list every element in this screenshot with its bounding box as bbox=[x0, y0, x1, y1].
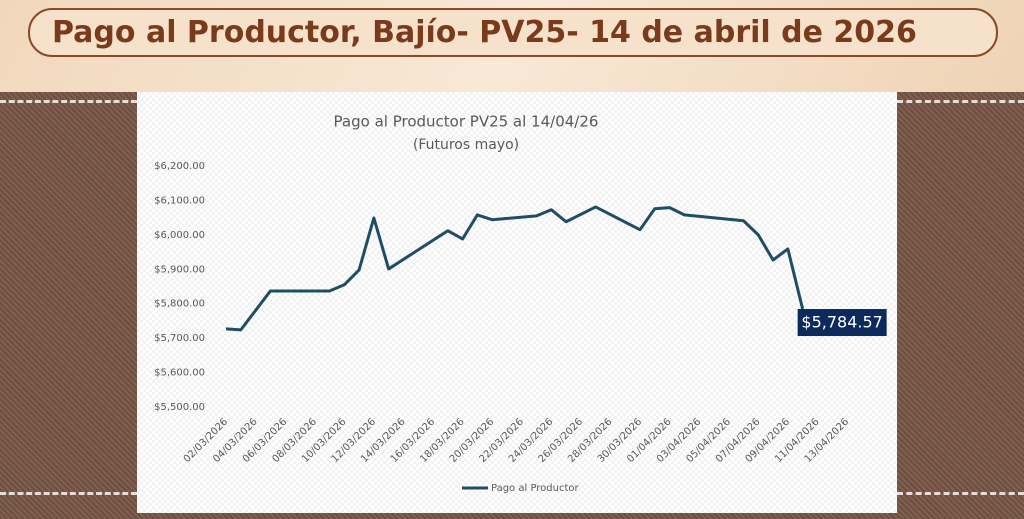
y-tick-label: $5,500.00 bbox=[154, 402, 205, 413]
stitch bbox=[897, 100, 1024, 103]
y-tick-label: $5,700.00 bbox=[154, 333, 205, 344]
y-tick-label: $6,000.00 bbox=[154, 230, 205, 241]
data-line bbox=[225, 205, 805, 332]
y-tick-label: $6,200.00 bbox=[154, 161, 205, 172]
data-label-box bbox=[797, 309, 887, 337]
stitch bbox=[0, 100, 137, 103]
chart-subtitle: (Futuros mayo) bbox=[413, 137, 519, 153]
banner: Pago al Productor, Bajío- PV25- 14 de ab… bbox=[0, 0, 1024, 92]
y-tick-label: $5,800.00 bbox=[154, 299, 205, 310]
data-label: $5,784.57 bbox=[801, 313, 882, 332]
stitch bbox=[897, 492, 1024, 495]
title-pill: Pago al Productor, Bajío- PV25- 14 de ab… bbox=[28, 8, 998, 57]
chart-title: Pago al Productor PV25 al 14/04/26 bbox=[334, 113, 599, 131]
y-tick-label: $5,900.00 bbox=[154, 264, 205, 275]
y-tick-label: $5,600.00 bbox=[154, 368, 205, 379]
page-title: Pago al Productor, Bajío- PV25- 14 de ab… bbox=[52, 15, 917, 50]
stitch bbox=[0, 492, 137, 495]
legend-label: Pago al Productor bbox=[491, 483, 580, 494]
y-tick-label: $6,100.00 bbox=[154, 195, 205, 206]
chart-panel bbox=[137, 92, 897, 513]
